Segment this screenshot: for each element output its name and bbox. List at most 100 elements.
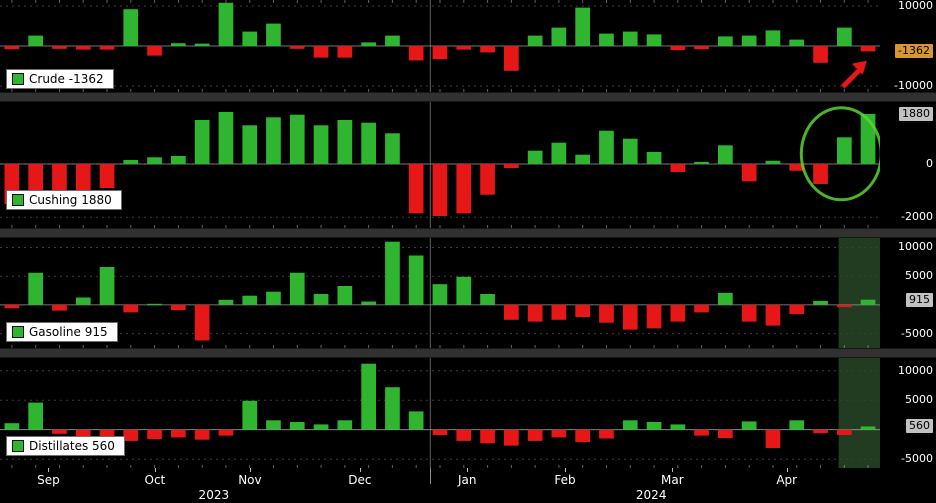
bar	[765, 304, 781, 326]
bar	[456, 164, 472, 214]
bar	[670, 424, 686, 430]
bar	[741, 421, 757, 430]
bar	[313, 424, 329, 430]
bar	[28, 402, 43, 430]
bar	[622, 31, 638, 46]
bar	[361, 122, 376, 164]
bar	[718, 429, 733, 438]
bar	[385, 241, 400, 305]
bar	[813, 46, 828, 63]
bar	[670, 164, 686, 172]
bar	[337, 420, 353, 430]
bar	[670, 304, 686, 322]
bar	[599, 304, 614, 323]
axis-last-value-label: 560	[906, 419, 933, 434]
bar	[289, 46, 305, 49]
bar	[765, 429, 781, 448]
bar	[432, 284, 448, 305]
axis-tick-label: 10000	[898, 363, 933, 377]
legend-crude: Crude -1362	[6, 69, 114, 89]
bar	[171, 429, 186, 438]
legend-label: Gasoline 915	[29, 325, 108, 339]
bar	[313, 46, 329, 58]
month-label: Feb	[554, 473, 576, 487]
panel-cushing: Cushing 1880	[0, 100, 880, 228]
bar	[456, 429, 472, 441]
bar	[837, 27, 852, 46]
bar	[52, 304, 67, 311]
axis-last-value-label: 1880	[899, 106, 933, 121]
bar	[361, 42, 376, 46]
bar	[99, 429, 115, 440]
bar	[147, 429, 162, 440]
bar	[99, 267, 115, 305]
bar	[622, 304, 638, 330]
axis-tick-label: 5000	[905, 393, 933, 407]
bar	[337, 46, 353, 58]
bar	[670, 46, 686, 50]
bar	[385, 387, 400, 430]
panel-gasoline: Gasoline 915	[0, 236, 880, 348]
bar	[123, 160, 139, 164]
cushing-plot	[0, 100, 880, 228]
bar	[385, 35, 400, 46]
annotation-arrow-head	[851, 60, 867, 75]
bar	[432, 46, 448, 60]
bar	[28, 272, 43, 305]
bar	[28, 35, 43, 46]
bar	[527, 304, 543, 322]
bar	[646, 152, 662, 164]
bar	[480, 429, 495, 444]
annotation-circle	[799, 106, 880, 202]
legend-label: Distillates 560	[29, 439, 115, 453]
month-label: Dec	[348, 473, 372, 487]
bar	[694, 46, 709, 50]
bar	[837, 137, 852, 164]
bar	[694, 429, 709, 436]
bar	[313, 125, 329, 164]
month-tick	[359, 468, 361, 472]
bar	[551, 304, 567, 320]
bar	[599, 33, 614, 46]
bar	[599, 130, 614, 164]
month-label: Jan	[458, 473, 477, 487]
bar	[527, 35, 543, 46]
bar	[218, 429, 234, 436]
bar	[575, 7, 590, 47]
bar	[385, 133, 400, 164]
right-axis-distillates: 10000 5000 560 -5000	[881, 356, 936, 468]
bar	[480, 294, 495, 305]
bar	[289, 422, 305, 430]
bar	[147, 157, 162, 164]
bar	[575, 154, 590, 164]
bar	[218, 299, 234, 305]
bar	[599, 429, 614, 439]
bar	[813, 429, 828, 434]
bar	[408, 46, 424, 61]
bar	[646, 304, 662, 329]
bar	[337, 286, 353, 305]
bar	[194, 304, 210, 341]
bar	[171, 156, 186, 164]
month-label: Sep	[37, 473, 60, 487]
bar	[52, 429, 67, 434]
legend-swatch-icon	[12, 440, 24, 452]
bar	[266, 420, 281, 430]
bar	[75, 429, 91, 441]
axis-tick-label: -5000	[901, 326, 933, 340]
bar	[218, 2, 234, 47]
bar	[408, 164, 424, 214]
legend-cushing: Cushing 1880	[6, 190, 122, 210]
bar	[75, 297, 91, 305]
bar	[4, 423, 20, 430]
bar	[242, 295, 258, 305]
bar	[860, 46, 876, 52]
axis-tick-label: 5000	[905, 269, 933, 283]
bar	[504, 164, 519, 168]
bar	[99, 46, 115, 50]
month-label: Nov	[238, 473, 262, 487]
bar	[646, 422, 662, 430]
panel-divider	[0, 92, 936, 102]
bar	[504, 429, 519, 446]
